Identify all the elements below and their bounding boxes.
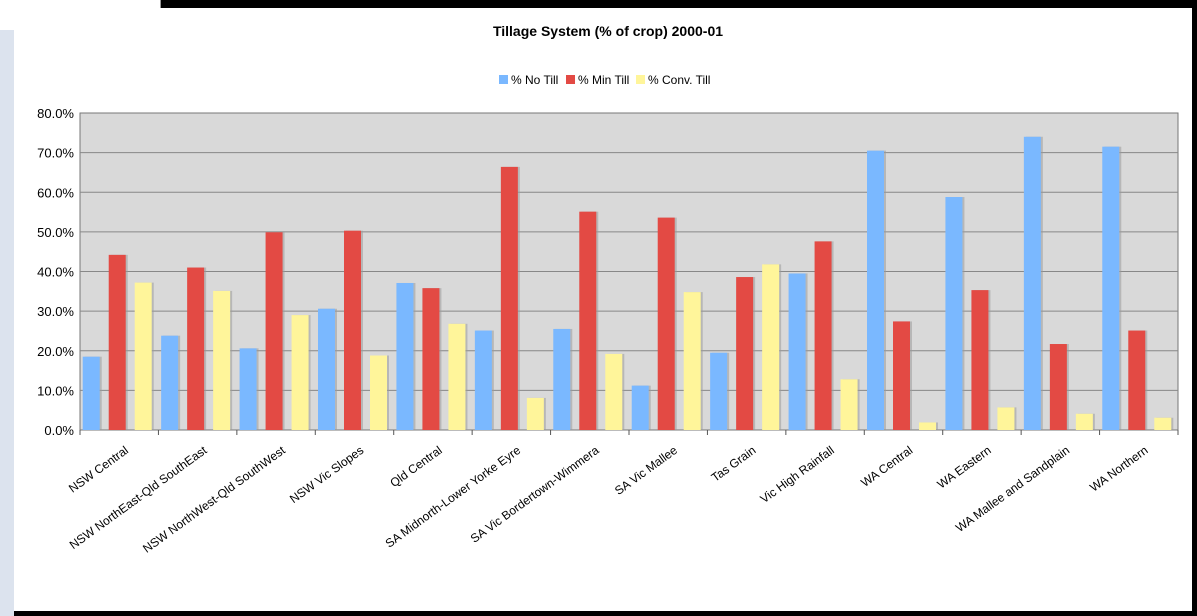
background-tab bbox=[0, 0, 161, 8]
bar-chart: Tillage System (% of crop) 2000-01 % No … bbox=[37, 23, 1179, 556]
bar-min-till bbox=[187, 267, 205, 430]
y-tick-label: 0.0% bbox=[44, 423, 74, 438]
x-category-label: Qld Central bbox=[387, 443, 444, 490]
bar-no-till bbox=[553, 328, 571, 430]
bar-conv-till bbox=[762, 264, 780, 430]
legend: % No Till % Min Till % Conv. Till bbox=[499, 73, 710, 87]
x-category-label: WA Northern bbox=[1087, 443, 1150, 494]
x-category-label: SA Vic Bordertown-Wimmera bbox=[468, 443, 602, 546]
bar-conv-till bbox=[683, 292, 701, 430]
bar-conv-till bbox=[997, 407, 1015, 430]
bar-no-till bbox=[631, 385, 649, 430]
x-category-label: SA Midnorth-Lower Yorke Eyre bbox=[383, 443, 524, 551]
bar-conv-till bbox=[526, 397, 544, 430]
bar-no-till bbox=[239, 348, 257, 430]
y-tick-label: 30.0% bbox=[37, 304, 74, 319]
bar-min-till bbox=[736, 277, 754, 430]
bar-conv-till bbox=[840, 379, 858, 430]
bar-min-till bbox=[265, 232, 283, 430]
bar-no-till bbox=[161, 335, 179, 430]
legend-label: % Min Till bbox=[578, 73, 629, 87]
bar-conv-till bbox=[1154, 417, 1172, 430]
legend-swatch bbox=[636, 75, 645, 84]
x-category-label: WA Eastern bbox=[935, 443, 994, 491]
x-category-label: Tas Grain bbox=[709, 443, 759, 485]
x-category-label: NSW Central bbox=[66, 443, 131, 495]
x-category-label: NSW NorthWest-Qld SouthWest bbox=[140, 443, 288, 556]
bar-no-till bbox=[1102, 146, 1120, 430]
bar-min-till bbox=[108, 254, 126, 430]
y-tick-label: 80.0% bbox=[37, 106, 74, 121]
bar-no-till bbox=[710, 352, 728, 430]
bar-no-till bbox=[318, 308, 335, 430]
y-tick-label: 40.0% bbox=[37, 265, 74, 280]
bar-conv-till bbox=[213, 290, 231, 430]
bar-conv-till bbox=[1075, 413, 1093, 430]
x-category-label: WA Central bbox=[858, 443, 915, 490]
y-tick-label: 20.0% bbox=[37, 344, 74, 359]
legend-swatch bbox=[499, 75, 508, 84]
bar-no-till bbox=[945, 197, 963, 430]
bar-min-till bbox=[657, 217, 675, 430]
y-axis: 0.0% 10.0% 20.0% 30.0% 40.0% 50.0% 60.0% 70.0% 8… bbox=[37, 106, 74, 438]
legend-label: % No Till bbox=[511, 73, 558, 87]
bar-no-till bbox=[82, 356, 100, 430]
bar-no-till bbox=[788, 273, 806, 430]
y-tick-label: 10.0% bbox=[37, 383, 74, 398]
bar-conv-till bbox=[448, 323, 466, 430]
y-tick-label: 50.0% bbox=[37, 225, 74, 240]
bar-no-till bbox=[1023, 136, 1041, 430]
x-category-label: Vic High Rainfall bbox=[758, 443, 837, 506]
plot-area bbox=[79, 112, 1179, 435]
bar-min-till bbox=[344, 230, 361, 430]
legend-swatch bbox=[566, 75, 575, 84]
x-category-label: SA Vic Mallee bbox=[612, 443, 680, 498]
chart-title: Tillage System (% of crop) 2000-01 bbox=[493, 23, 723, 39]
y-tick-label: 60.0% bbox=[37, 185, 74, 200]
bar-min-till bbox=[500, 166, 518, 430]
legend-label: % Conv. Till bbox=[648, 73, 710, 87]
bar-min-till bbox=[1128, 330, 1146, 430]
x-category-label: NSW Vic Slopes bbox=[287, 443, 366, 506]
bar-min-till bbox=[422, 288, 440, 430]
bar-min-till bbox=[971, 290, 989, 430]
bar-conv-till bbox=[134, 282, 152, 430]
background-left-panel bbox=[0, 30, 14, 616]
bar-min-till bbox=[579, 211, 597, 430]
y-tick-label: 70.0% bbox=[37, 146, 74, 161]
bar-conv-till bbox=[919, 422, 936, 430]
x-category-label: NSW NorthEast-Qld SouthEast bbox=[67, 443, 210, 552]
chart-frame: Tillage System (% of crop) 2000-01 % No … bbox=[14, 8, 1192, 611]
bar-no-till bbox=[867, 150, 884, 431]
bar-no-till bbox=[474, 330, 492, 430]
bar-conv-till bbox=[605, 353, 623, 430]
bar-min-till bbox=[814, 241, 832, 430]
bar-conv-till bbox=[370, 355, 387, 430]
bar-conv-till bbox=[291, 315, 309, 430]
bar-min-till bbox=[1049, 344, 1067, 430]
bar-no-till bbox=[396, 282, 414, 430]
bar-min-till bbox=[893, 321, 910, 430]
